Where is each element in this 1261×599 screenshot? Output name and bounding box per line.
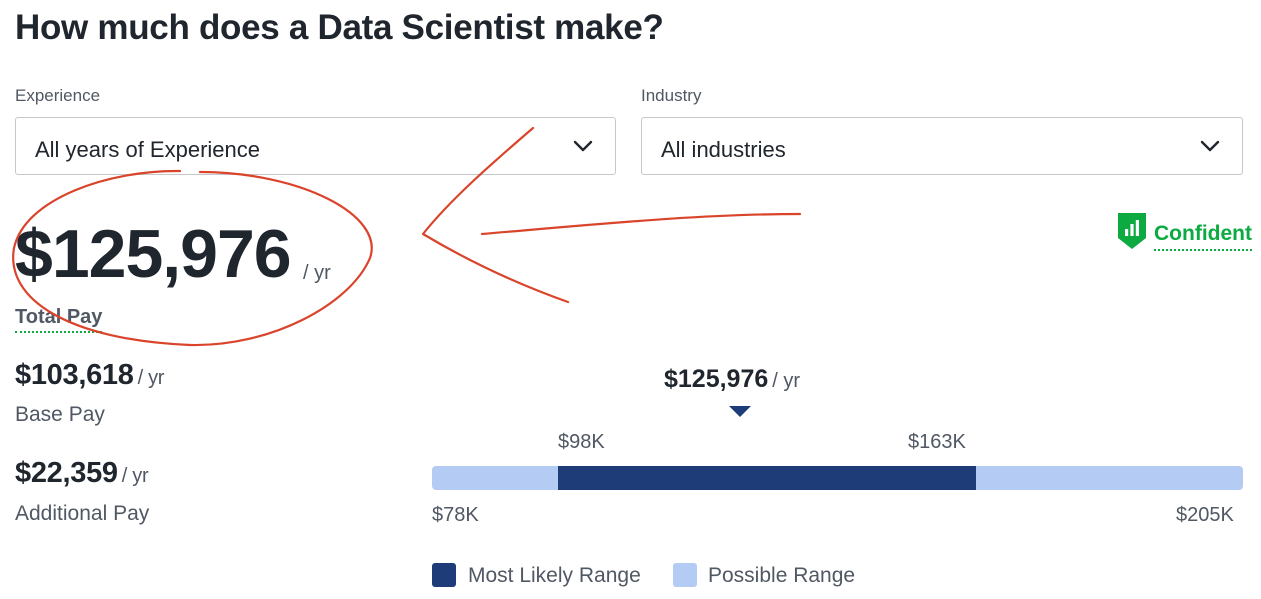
chevron-down-icon — [573, 140, 593, 152]
chevron-down-icon — [1200, 140, 1220, 152]
base-pay-label: Base Pay — [15, 403, 105, 426]
experience-select[interactable]: All years of Experience — [15, 117, 616, 175]
possible-high-label: $205K — [1176, 504, 1234, 526]
experience-select-value: All years of Experience — [35, 137, 260, 162]
possible-legend-label: Possible Range — [708, 564, 856, 587]
bar-chart-shield-icon — [1118, 213, 1146, 249]
likely-low-label: $98K — [558, 431, 605, 453]
most-likely-range-bar — [558, 466, 976, 490]
industry-label: Industry — [641, 86, 702, 105]
possible-legend-swatch — [673, 563, 697, 587]
industry-select[interactable]: All industries — [641, 117, 1243, 175]
most-likely-legend-swatch — [432, 563, 456, 587]
additional-pay-label: Additional Pay — [15, 502, 150, 525]
base-pay-unit: / yr — [137, 367, 165, 389]
median-pay-marker: $125,976/ yr — [664, 365, 801, 393]
total-pay-label[interactable]: Total Pay — [15, 305, 103, 333]
total-pay-amount: $125,976 — [15, 216, 292, 292]
likely-high-label: $163K — [908, 431, 966, 453]
industry-select-value: All industries — [661, 137, 786, 162]
experience-label: Experience — [15, 86, 101, 105]
additional-pay-unit: / yr — [121, 465, 149, 487]
additional-pay-amount: $22,359/ yr — [15, 457, 149, 489]
base-pay-amount: $103,618/ yr — [15, 359, 165, 391]
possible-low-label: $78K — [432, 504, 479, 526]
total-pay-unit: / yr — [303, 262, 331, 284]
most-likely-legend-label: Most Likely Range — [468, 564, 641, 587]
median-pay-unit: / yr — [772, 370, 801, 392]
confidence-label: Confident — [1154, 222, 1252, 251]
annotation-arrow-line — [480, 212, 802, 236]
page-title: How much does a Data Scientist make? — [15, 8, 664, 47]
median-marker-triangle — [729, 406, 751, 417]
